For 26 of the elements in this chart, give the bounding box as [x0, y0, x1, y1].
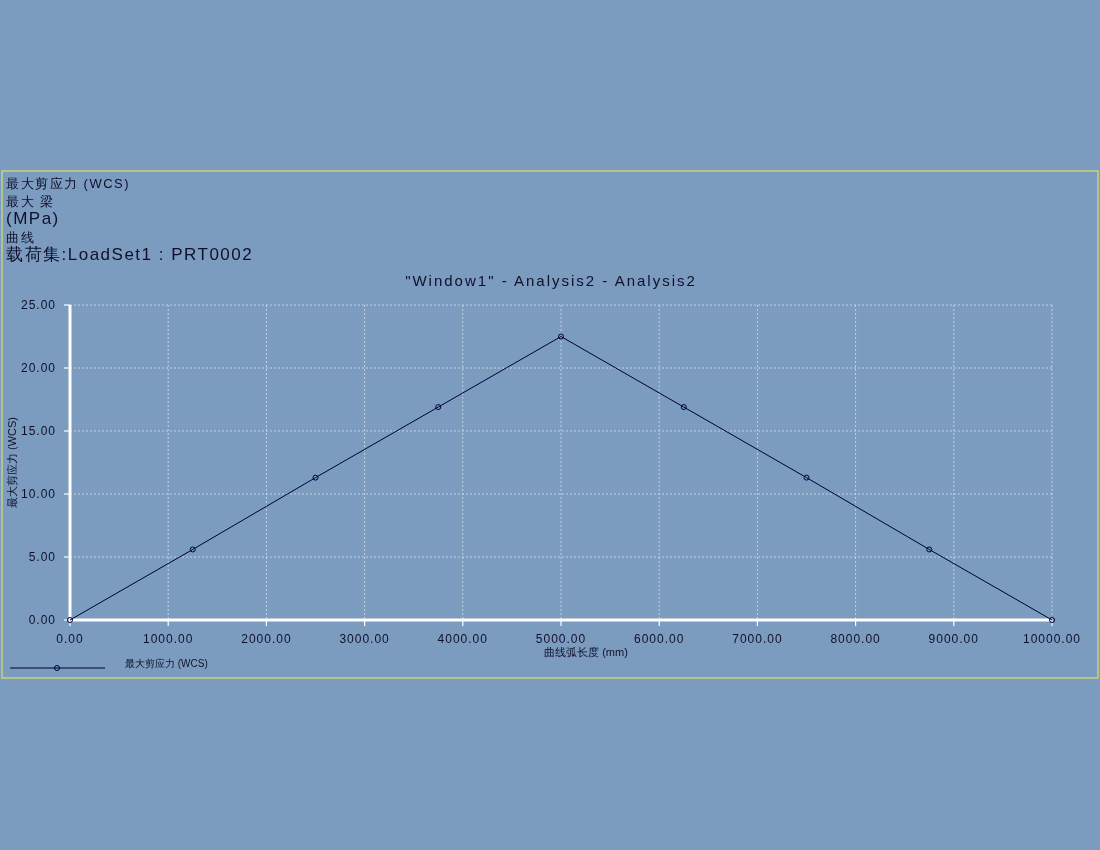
y-axis-title: 最大剪应力 (WCS): [6, 416, 18, 509]
x-tick-label: 8000.00: [830, 632, 881, 646]
x-tick-label: 5000.00: [535, 632, 587, 646]
y-tick-label: 0.00: [28, 613, 56, 627]
chart-title: "Window1" - Analysis2 - Analysis2: [405, 272, 697, 289]
text: 载荷集:LoadSet1 : PRT0002: [6, 245, 254, 264]
y-tick-label: 10.00: [20, 487, 56, 501]
x-tick-label: 3000.00: [339, 632, 390, 646]
x-tick-label: 10000.00: [1022, 632, 1082, 646]
x-tick-label: 0.00: [56, 632, 84, 646]
text: (MPa): [6, 209, 60, 228]
x-tick-label: 1000.00: [143, 632, 194, 646]
y-tick-label: 15.00: [20, 424, 56, 438]
x-tick-label: 6000.00: [634, 632, 685, 646]
y-tick-label: 20.00: [20, 361, 56, 375]
x-tick-label: 2000.00: [241, 632, 292, 646]
text: 最大 梁: [6, 194, 55, 209]
text: 最大剪应力 (WCS): [6, 176, 131, 191]
x-tick-label: 9000.00: [928, 632, 979, 646]
text: 最大剪应力 (WCS): [125, 658, 208, 669]
y-tick-label: 5.00: [28, 550, 56, 564]
x-tick-label: 7000.00: [732, 632, 783, 646]
x-axis-title: 曲线弧长度 (mm): [544, 646, 628, 658]
y-tick-label: 25.00: [20, 298, 56, 312]
x-tick-label: 4000.00: [437, 632, 488, 646]
text: 曲线: [6, 230, 35, 245]
